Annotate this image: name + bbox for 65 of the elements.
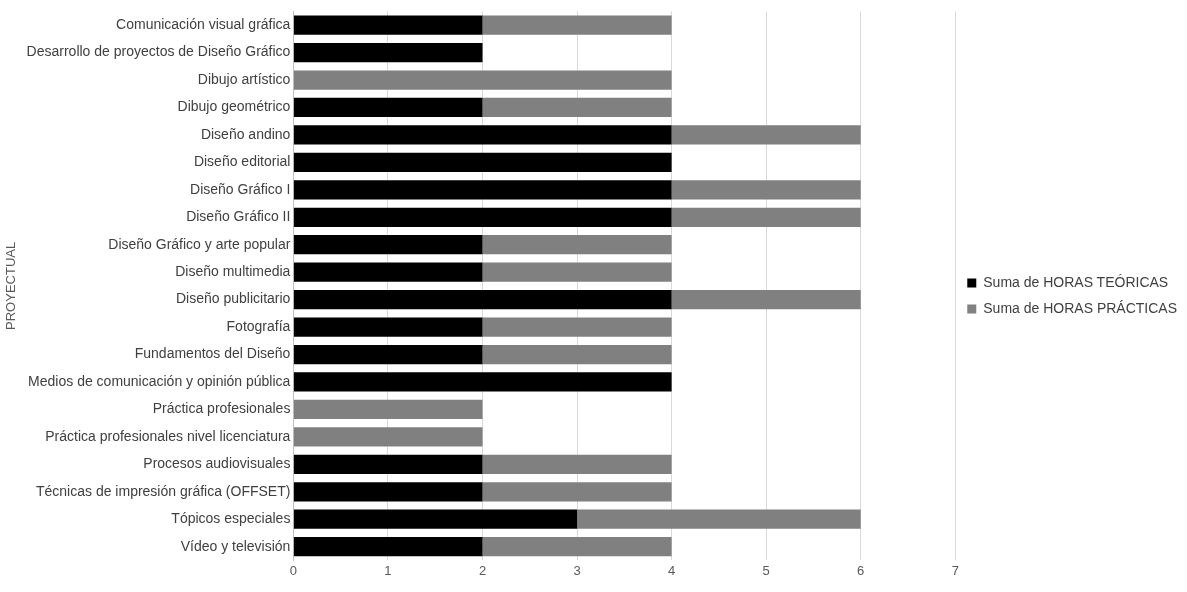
bar xyxy=(293,399,483,420)
y-tick-label: Fundamentos del Diseño xyxy=(134,345,291,362)
y-tick-label: Procesos audiovisuales xyxy=(143,455,291,472)
y-tick-label: Vídeo y televisión xyxy=(180,537,291,554)
bar xyxy=(482,262,672,282)
y-tick-label: Fotografía xyxy=(226,317,291,334)
bar xyxy=(482,454,672,474)
bar xyxy=(293,152,672,172)
bar xyxy=(671,207,861,227)
x-tick-label: 6 xyxy=(857,562,865,578)
y-tick-label: Dibujo artístico xyxy=(197,70,291,87)
bar xyxy=(482,482,672,502)
y-tick-label: Diseño publicitario xyxy=(175,290,291,307)
bar xyxy=(293,427,483,447)
y-tick-label: Diseño andino xyxy=(200,125,291,142)
bar xyxy=(482,344,672,365)
bar xyxy=(293,15,483,35)
bar xyxy=(482,97,672,118)
y-tick-label: Diseño Gráfico I xyxy=(190,180,291,197)
y-tick-label: Medios de comunicación y opinión pública xyxy=(28,372,291,389)
x-tick-label: 4 xyxy=(667,562,676,578)
bar xyxy=(293,317,483,337)
bar xyxy=(293,454,483,474)
y-tick-label: Diseño editorial xyxy=(193,153,291,170)
bar xyxy=(482,537,672,557)
bar xyxy=(293,180,672,200)
bar xyxy=(293,97,483,118)
bar xyxy=(293,235,483,255)
x-tick-label: 1 xyxy=(384,562,392,578)
x-tick-label: 5 xyxy=(762,562,770,578)
bar xyxy=(293,290,672,310)
bar xyxy=(293,262,483,282)
x-tick-label: 0 xyxy=(289,562,298,578)
bar xyxy=(482,317,672,337)
bar xyxy=(293,70,672,90)
bar xyxy=(671,125,861,145)
bar xyxy=(293,509,578,529)
legend-label: Suma de HORAS PRÁCTICAS xyxy=(983,299,1178,316)
bar xyxy=(293,42,483,63)
y-tick-label: Diseño Gráfico II xyxy=(186,208,291,225)
y-tick-label: Desarrollo de proyectos de Diseño Gráfico xyxy=(26,43,291,60)
bar xyxy=(293,537,483,557)
bar xyxy=(293,207,672,227)
bar xyxy=(671,290,861,310)
bar xyxy=(293,372,672,392)
legend-label: Suma de HORAS TEÓRICAS xyxy=(983,273,1169,290)
bar xyxy=(293,482,483,502)
y-tick-label: Técnicas de impresión gráfica (OFFSET) xyxy=(35,482,291,499)
bar xyxy=(293,344,483,365)
x-tick-label: 7 xyxy=(951,562,959,578)
x-tick-label: 2 xyxy=(478,562,487,578)
y-tick-label: Diseño Gráfico y arte popular xyxy=(108,235,291,252)
bar xyxy=(671,180,861,200)
y-tick-label: Práctica profesionales nivel licenciatura xyxy=(45,427,291,444)
y-tick-label: Tópicos especiales xyxy=(171,510,291,527)
y-axis-title: PROYECTUAL xyxy=(3,241,19,330)
y-tick-label: Práctica profesionales xyxy=(152,400,291,417)
bar xyxy=(482,235,672,255)
y-tick-label: Comunicación visual gráfica xyxy=(116,15,291,32)
bar xyxy=(293,125,672,145)
x-tick-label: 3 xyxy=(573,562,581,578)
y-tick-label: Diseño multimedia xyxy=(175,263,291,280)
bar xyxy=(482,15,672,35)
y-tick-label: Dibujo geométrico xyxy=(177,98,291,115)
bar xyxy=(577,509,861,529)
